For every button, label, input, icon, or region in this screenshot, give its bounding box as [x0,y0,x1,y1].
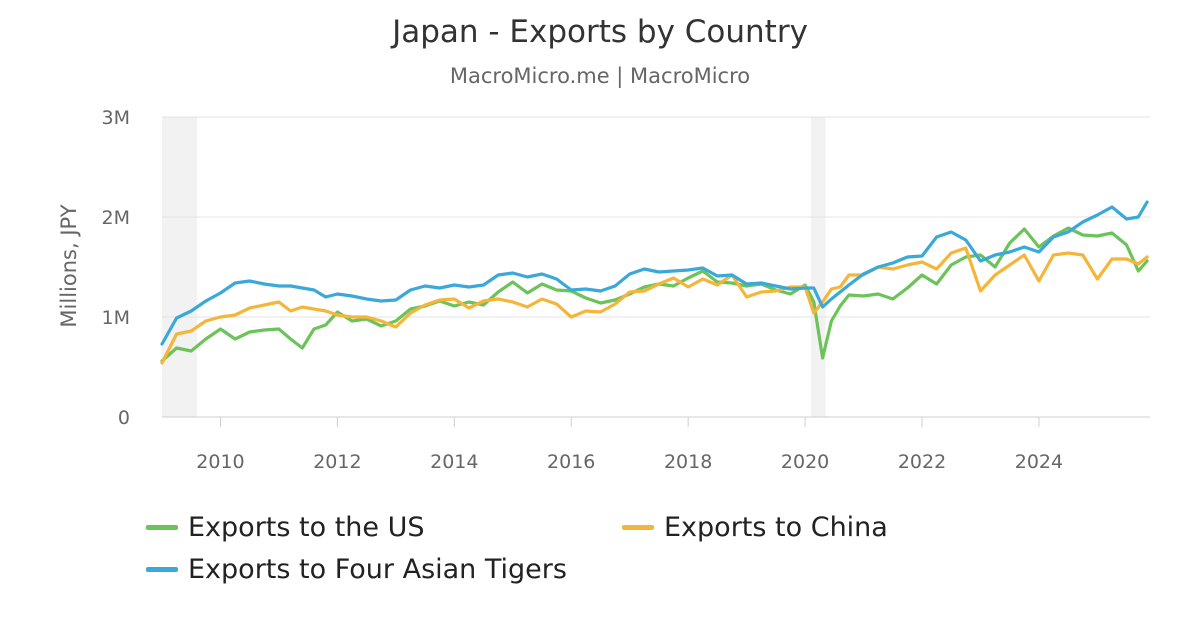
x-tick-label: 2016 [547,451,595,473]
y-tick-label: 0 [118,407,130,429]
chart-subtitle: MacroMicro.me | MacroMicro [449,64,751,88]
legend-swatch-us [146,525,178,530]
x-tick-label: 2020 [781,451,829,473]
y-tick-label: 3M [102,107,130,129]
x-axis-ticks: 2010 2012 2014 2016 2018 2020 2022 2024 [196,417,1063,473]
x-tick-label: 2022 [898,451,946,473]
x-tick-label: 2012 [313,451,361,473]
recession-band-0 [162,117,198,417]
x-tick-label: 2018 [664,451,712,473]
x-tick-label: 2024 [1015,451,1063,473]
y-axis-label: Millions, JPY [57,204,81,327]
series-line-us[interactable] [160,226,1149,363]
recession-bands [162,117,826,417]
x-tick-label: 2010 [196,451,244,473]
x-tick-label: 2014 [430,451,478,473]
legend-label-tigers: Exports to Four Asian Tigers [188,554,567,585]
series-lines [160,200,1149,365]
legend-swatch-china [622,525,654,530]
series-line-china[interactable] [160,246,1149,365]
grid-lines [162,116,1150,418]
y-tick-label: 1M [102,307,130,329]
recession-band-1 [810,117,826,417]
legend-label-china: Exports to China [664,512,888,543]
legend-label-us: Exports to the US [188,512,425,543]
series-line-tigers[interactable] [160,200,1149,346]
legend-item-us[interactable]: Exports to the US [146,512,425,543]
legend-item-china[interactable]: Exports to China [622,512,888,543]
y-axis-ticks: 0 1M 2M 3M [102,107,130,429]
legend-item-tigers[interactable]: Exports to Four Asian Tigers [146,554,567,585]
chart-title: Japan - Exports by Country [392,14,808,50]
y-tick-label: 2M [102,207,130,229]
line-chart: 0 1M 2M 3M 2010 2012 2014 2016 2018 2020 2022 2024… [57,107,1150,473]
legend-swatch-tigers [146,567,178,572]
